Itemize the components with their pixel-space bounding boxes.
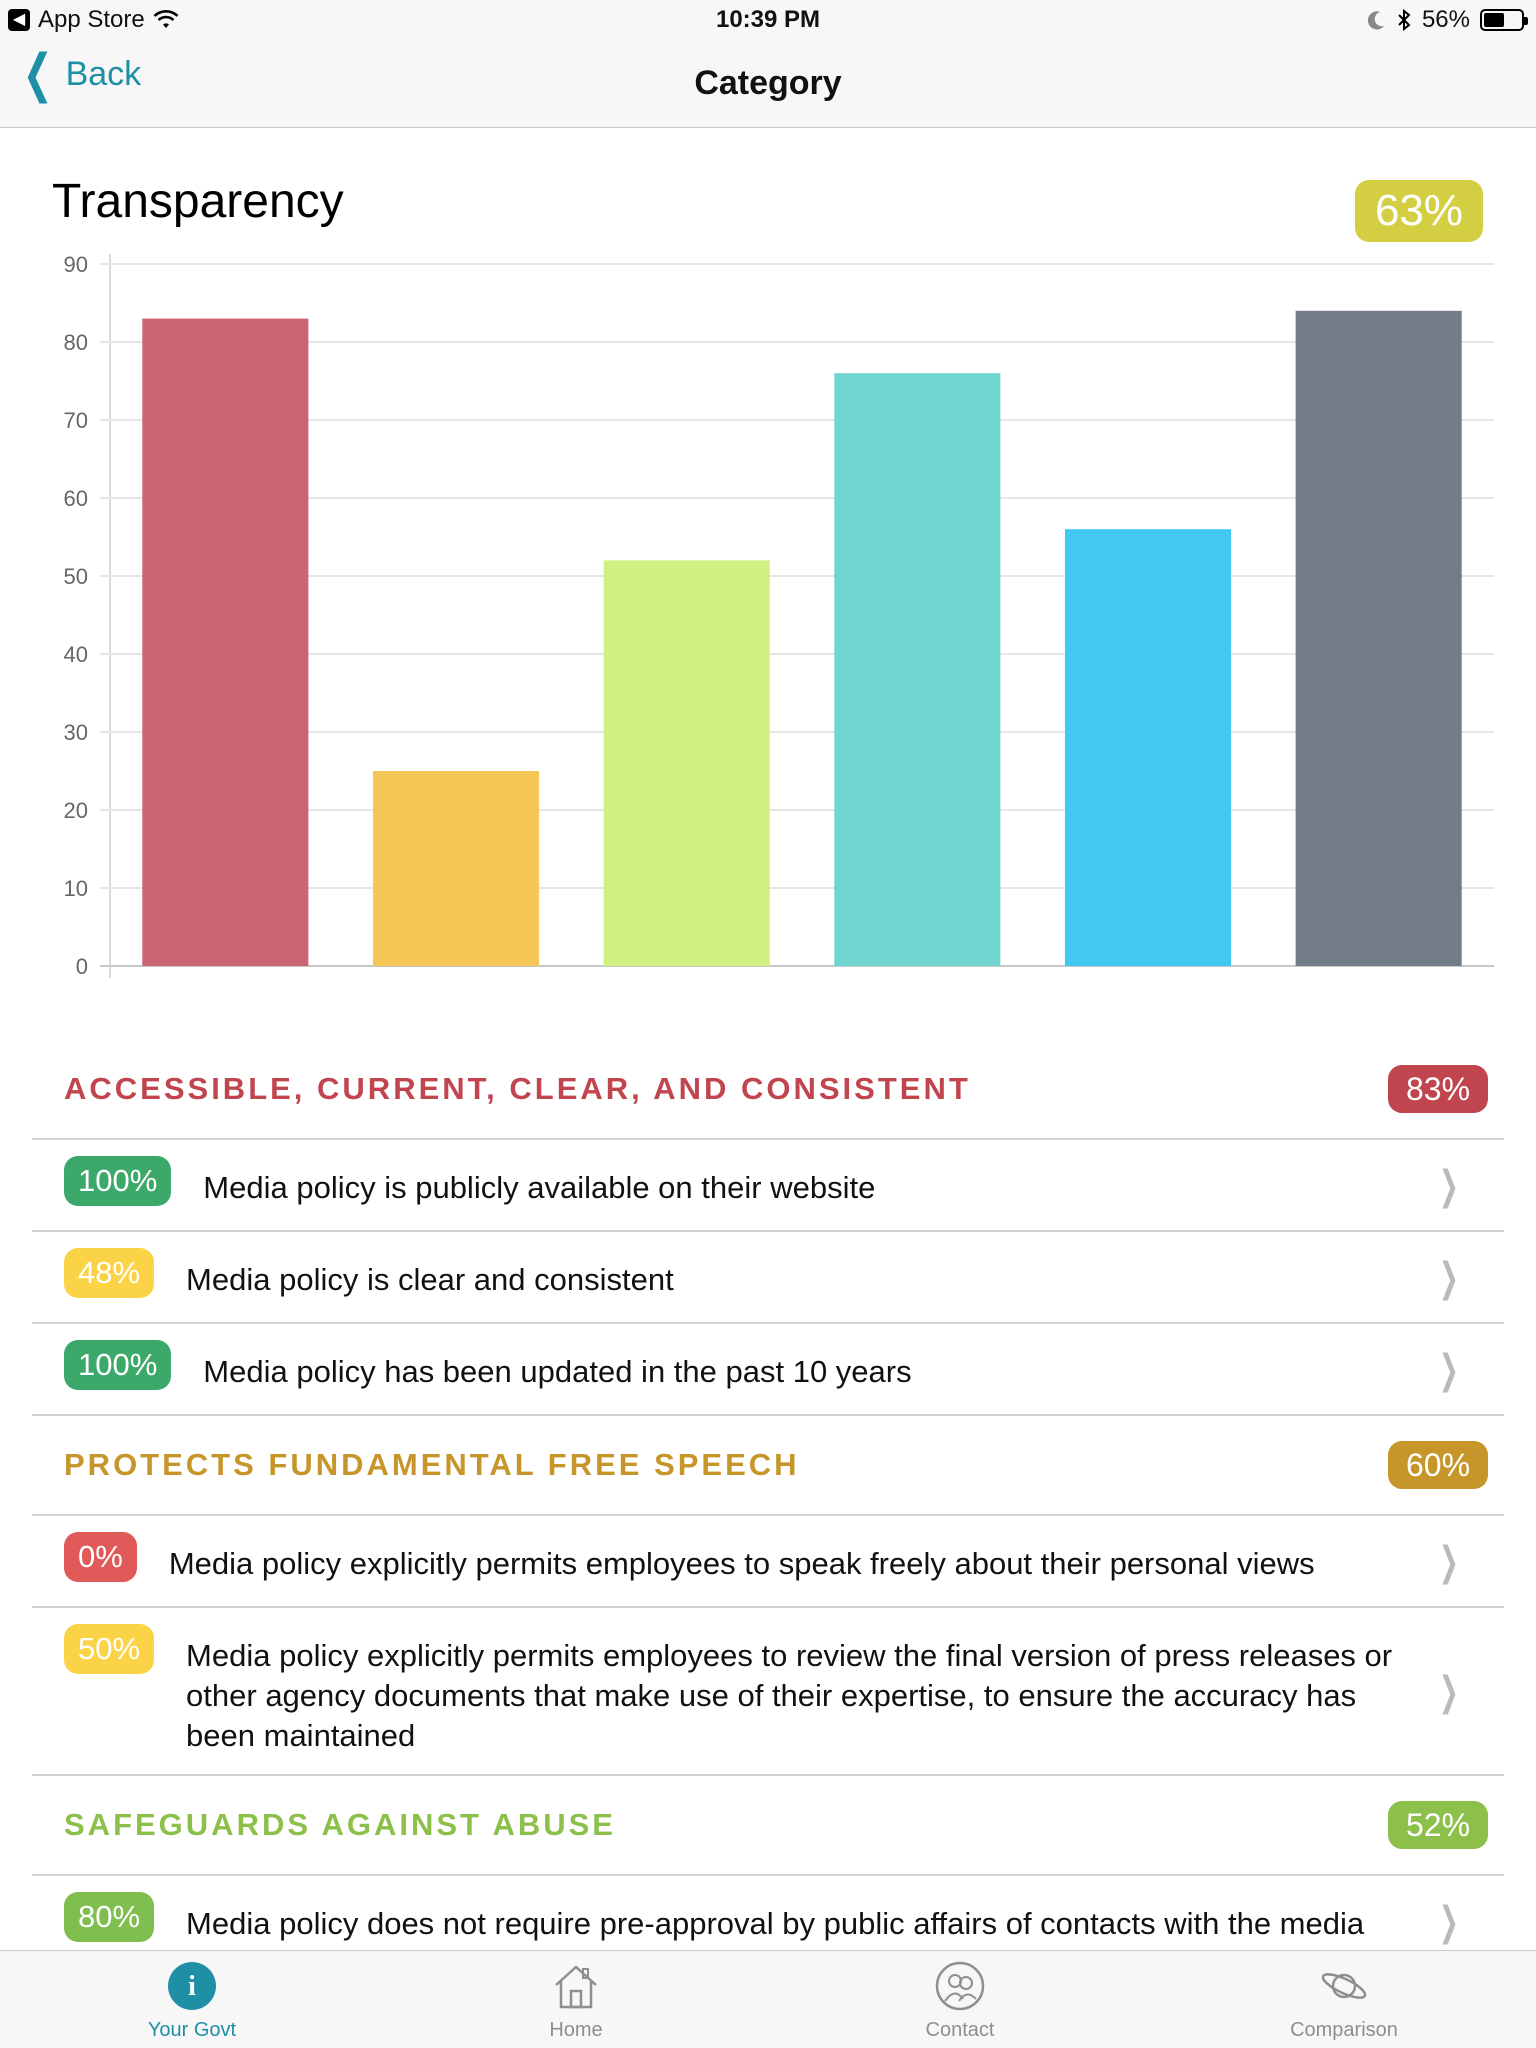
tab-home[interactable]: Home xyxy=(384,1951,768,2048)
wifi-icon xyxy=(153,10,179,28)
criterion-text: Media policy has been updated in the pas… xyxy=(203,1354,912,1389)
y-tick-label: 20 xyxy=(64,798,88,823)
back-arrow-icon: ◀ xyxy=(8,9,30,31)
status-back-to-app[interactable]: ◀ App Store xyxy=(8,6,179,34)
y-tick-label: 10 xyxy=(64,876,88,901)
svg-text:i: i xyxy=(188,1971,196,2002)
criterion-score-badge: 0% xyxy=(64,1532,137,1582)
section-title: SAFEGUARDS AGAINST ABUSE xyxy=(64,1807,616,1842)
back-button[interactable]: ❮ Back xyxy=(16,45,142,103)
criterion-score-badge: 48% xyxy=(64,1248,155,1298)
y-tick-label: 50 xyxy=(64,564,88,589)
section-score-badge: 83% xyxy=(1388,1065,1488,1113)
criterion-text: Media policy explicitly permits employee… xyxy=(186,1638,1393,1753)
section-header: PROTECTS FUNDAMENTAL FREE SPEECH 60% xyxy=(32,1416,1504,1516)
chart-bar[interactable] xyxy=(372,771,540,966)
battery-percent: 56% xyxy=(1421,6,1470,33)
y-tick-label: 0 xyxy=(76,954,88,979)
criterion-text: Media policy explicitly permits employee… xyxy=(168,1546,1315,1581)
chevron-right-icon: ❯ xyxy=(1439,1164,1460,1208)
chevron-right-icon: ❯ xyxy=(1439,1540,1460,1584)
chevron-right-icon: ❯ xyxy=(1439,1256,1460,1300)
info-icon: i xyxy=(167,1961,217,2011)
criterion-score-badge: 80% xyxy=(64,1892,155,1942)
criterion-row[interactable]: 100% Media policy has been updated in the… xyxy=(32,1324,1504,1416)
chart-bar[interactable] xyxy=(1295,310,1462,966)
chevron-right-icon: ❯ xyxy=(1439,1670,1460,1714)
chevron-right-icon: ❯ xyxy=(1439,1348,1460,1392)
category-bar-chart: 0 10 20 30 40 50 60 70 80 90 xyxy=(64,252,1494,979)
criterion-text: Media policy is publicly available on th… xyxy=(203,1170,876,1205)
tab-your-govt[interactable]: i Your Govt xyxy=(0,1951,384,2048)
y-tick-label: 70 xyxy=(64,408,88,433)
chart-bar[interactable] xyxy=(142,318,309,967)
chart-bar[interactable] xyxy=(603,560,770,966)
tab-label: Your Govt xyxy=(147,2019,237,2041)
criterion-row[interactable]: 100% Media policy is publicly available o… xyxy=(32,1140,1504,1232)
back-button-label: Back xyxy=(65,54,142,93)
criterion-text: Media policy is clear and consistent xyxy=(186,1262,674,1297)
y-tick-label: 40 xyxy=(64,642,88,667)
chevron-right-icon: ❯ xyxy=(1439,1900,1460,1944)
home-icon xyxy=(551,1961,601,2011)
tab-label: Home xyxy=(549,2019,603,2041)
bluetooth-icon xyxy=(1398,8,1411,32)
category-score-badge: 63% xyxy=(1355,180,1483,242)
section-score-badge: 52% xyxy=(1388,1801,1488,1849)
criterion-text: Media policy does not require pre-approv… xyxy=(186,1906,1365,1941)
y-tick-label: 30 xyxy=(64,720,88,745)
battery-fill xyxy=(1484,13,1505,27)
section-title: PROTECTS FUNDAMENTAL FREE SPEECH xyxy=(64,1447,800,1482)
section-score-badge: 60% xyxy=(1388,1441,1488,1489)
tab-comparison[interactable]: Comparison xyxy=(1152,1951,1536,2048)
tab-label: Comparison xyxy=(1290,2019,1398,2041)
criterion-row[interactable]: 48% Media policy is clear and consistent ❯ xyxy=(32,1232,1504,1324)
status-back-app-label: App Store xyxy=(38,6,145,33)
chevron-left-icon: ❮ xyxy=(22,45,54,103)
category-title: Transparency xyxy=(52,175,344,228)
criterion-score-badge: 50% xyxy=(64,1624,155,1674)
y-tick-label: 80 xyxy=(64,330,88,355)
page-title: Category xyxy=(694,64,842,102)
status-bar: ◀ App Store 10:39 PM 56% xyxy=(0,0,1536,40)
y-tick-label: 60 xyxy=(64,486,88,511)
status-right: 56% xyxy=(1367,6,1528,34)
navigation-bar: ❮ Back Category xyxy=(0,40,1536,128)
planet-icon xyxy=(1319,1961,1369,2011)
battery-icon xyxy=(1480,9,1528,31)
criterion-score-badge: 100% xyxy=(64,1340,172,1390)
criterion-row[interactable]: 50% Media policy explicitly permits emplo… xyxy=(32,1608,1504,1776)
status-time: 10:39 PM xyxy=(715,6,821,33)
section-title: ACCESSIBLE, CURRENT, CLEAR, AND CONSISTE… xyxy=(64,1071,971,1106)
section-header: ACCESSIBLE, CURRENT, CLEAR, AND CONSISTE… xyxy=(32,1040,1504,1140)
criterion-score-badge: 100% xyxy=(64,1156,172,1206)
criterion-row[interactable]: 0% Media policy explicitly permits employ… xyxy=(32,1516,1504,1608)
tab-contact[interactable]: Contact xyxy=(768,1951,1152,2048)
contact-icon xyxy=(935,1961,985,2011)
y-tick-label: 90 xyxy=(64,252,88,277)
criterion-row[interactable]: 80% Media policy does not require pre-app… xyxy=(32,1876,1504,1950)
section-header: SAFEGUARDS AGAINST ABUSE 52% xyxy=(32,1776,1504,1876)
chart-bar[interactable] xyxy=(1064,529,1232,966)
criteria-list: ACCESSIBLE, CURRENT, CLEAR, AND CONSISTE… xyxy=(32,1040,1504,1950)
tab-label: Contact xyxy=(925,2019,995,2041)
moon-icon xyxy=(1367,11,1384,30)
tab-bar: i Your Govt Home Contact xyxy=(0,1950,1536,2048)
chart-bar[interactable] xyxy=(834,373,1001,966)
